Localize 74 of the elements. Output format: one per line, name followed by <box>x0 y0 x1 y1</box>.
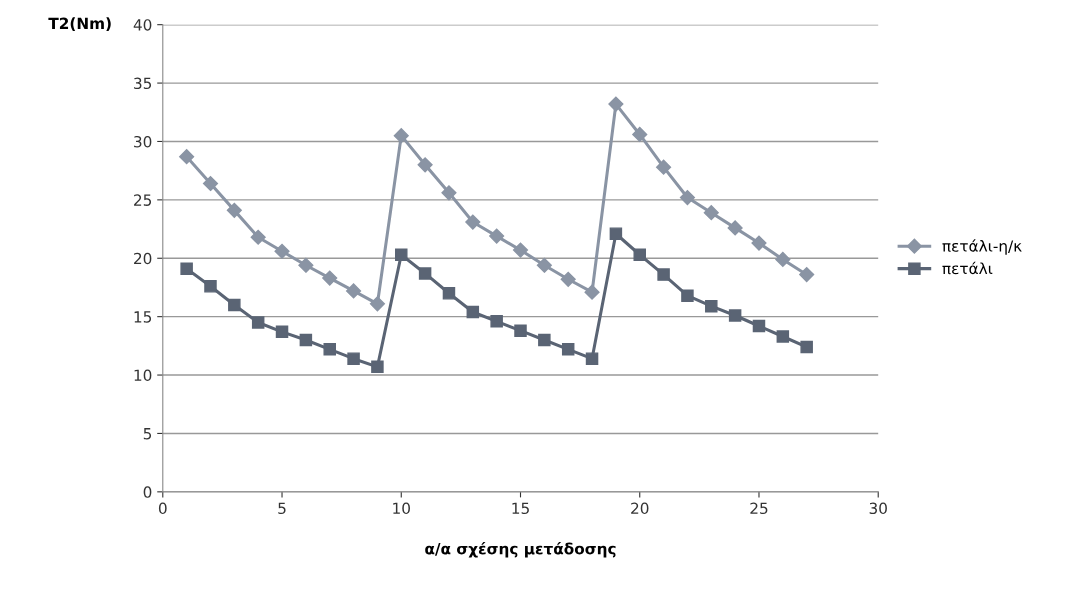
x-tick-label: 25 <box>750 502 768 515</box>
point <box>323 343 336 356</box>
x-tick-label: 30 <box>869 502 887 515</box>
point <box>512 242 529 258</box>
point <box>226 202 242 218</box>
point <box>346 283 362 299</box>
point <box>204 280 217 293</box>
point <box>490 315 503 328</box>
legend-label: πετάλι <box>942 261 993 275</box>
point <box>800 340 813 354</box>
point <box>442 287 456 300</box>
point <box>369 296 385 312</box>
point <box>347 352 360 365</box>
x-tick-label: 5 <box>278 502 286 515</box>
point <box>561 343 575 356</box>
point <box>585 352 599 365</box>
point <box>251 316 265 329</box>
y-tick-label: 5 <box>143 428 152 440</box>
point <box>466 305 480 319</box>
point <box>776 330 790 343</box>
point <box>465 214 481 230</box>
y-tick-label: 20 <box>134 252 152 265</box>
point <box>179 149 195 165</box>
y-tick-label: 15 <box>134 311 152 323</box>
point <box>514 324 527 337</box>
y-axis-title: T2(Nm) <box>48 17 111 31</box>
point <box>250 229 266 245</box>
x-tick-label: 10 <box>393 502 410 515</box>
point <box>584 284 600 300</box>
point <box>751 235 767 251</box>
point <box>728 309 742 322</box>
point <box>752 319 766 333</box>
legend-label: πετάλι-η/κ <box>942 239 1022 255</box>
point <box>703 205 719 221</box>
point <box>656 159 672 175</box>
point <box>633 248 646 262</box>
point <box>202 175 219 192</box>
point <box>775 251 791 267</box>
y-tick-label: 30 <box>134 135 152 148</box>
point <box>538 333 551 347</box>
y-tick-label: 0 <box>143 486 152 498</box>
point <box>371 360 384 374</box>
x-tick-label: 15 <box>512 502 529 515</box>
point <box>489 228 505 244</box>
point <box>393 128 409 144</box>
point <box>441 185 457 201</box>
point <box>727 220 743 236</box>
point <box>228 298 241 312</box>
point <box>298 257 314 273</box>
y-tick-label: 10 <box>134 369 152 382</box>
point <box>180 262 193 276</box>
x-tick-label: 20 <box>631 502 649 515</box>
point <box>679 189 696 206</box>
point <box>560 271 576 287</box>
point <box>608 96 624 112</box>
y-tick-label: 25 <box>134 194 152 206</box>
x-tick-label: 0 <box>158 502 167 515</box>
point <box>609 227 623 240</box>
point <box>274 243 290 259</box>
point <box>632 126 648 143</box>
x-axis-title: α/α σχέσης μετάδοσης <box>425 542 616 558</box>
point <box>299 333 313 347</box>
point <box>657 268 670 281</box>
y-tick-label: 35 <box>134 77 152 90</box>
point <box>536 257 552 273</box>
point <box>418 267 432 280</box>
point <box>681 289 694 302</box>
point <box>275 325 289 339</box>
point <box>322 270 338 286</box>
point <box>799 267 815 283</box>
point <box>395 248 408 262</box>
y-tick-label: 40 <box>133 19 152 31</box>
point <box>705 299 718 313</box>
point <box>417 157 433 173</box>
